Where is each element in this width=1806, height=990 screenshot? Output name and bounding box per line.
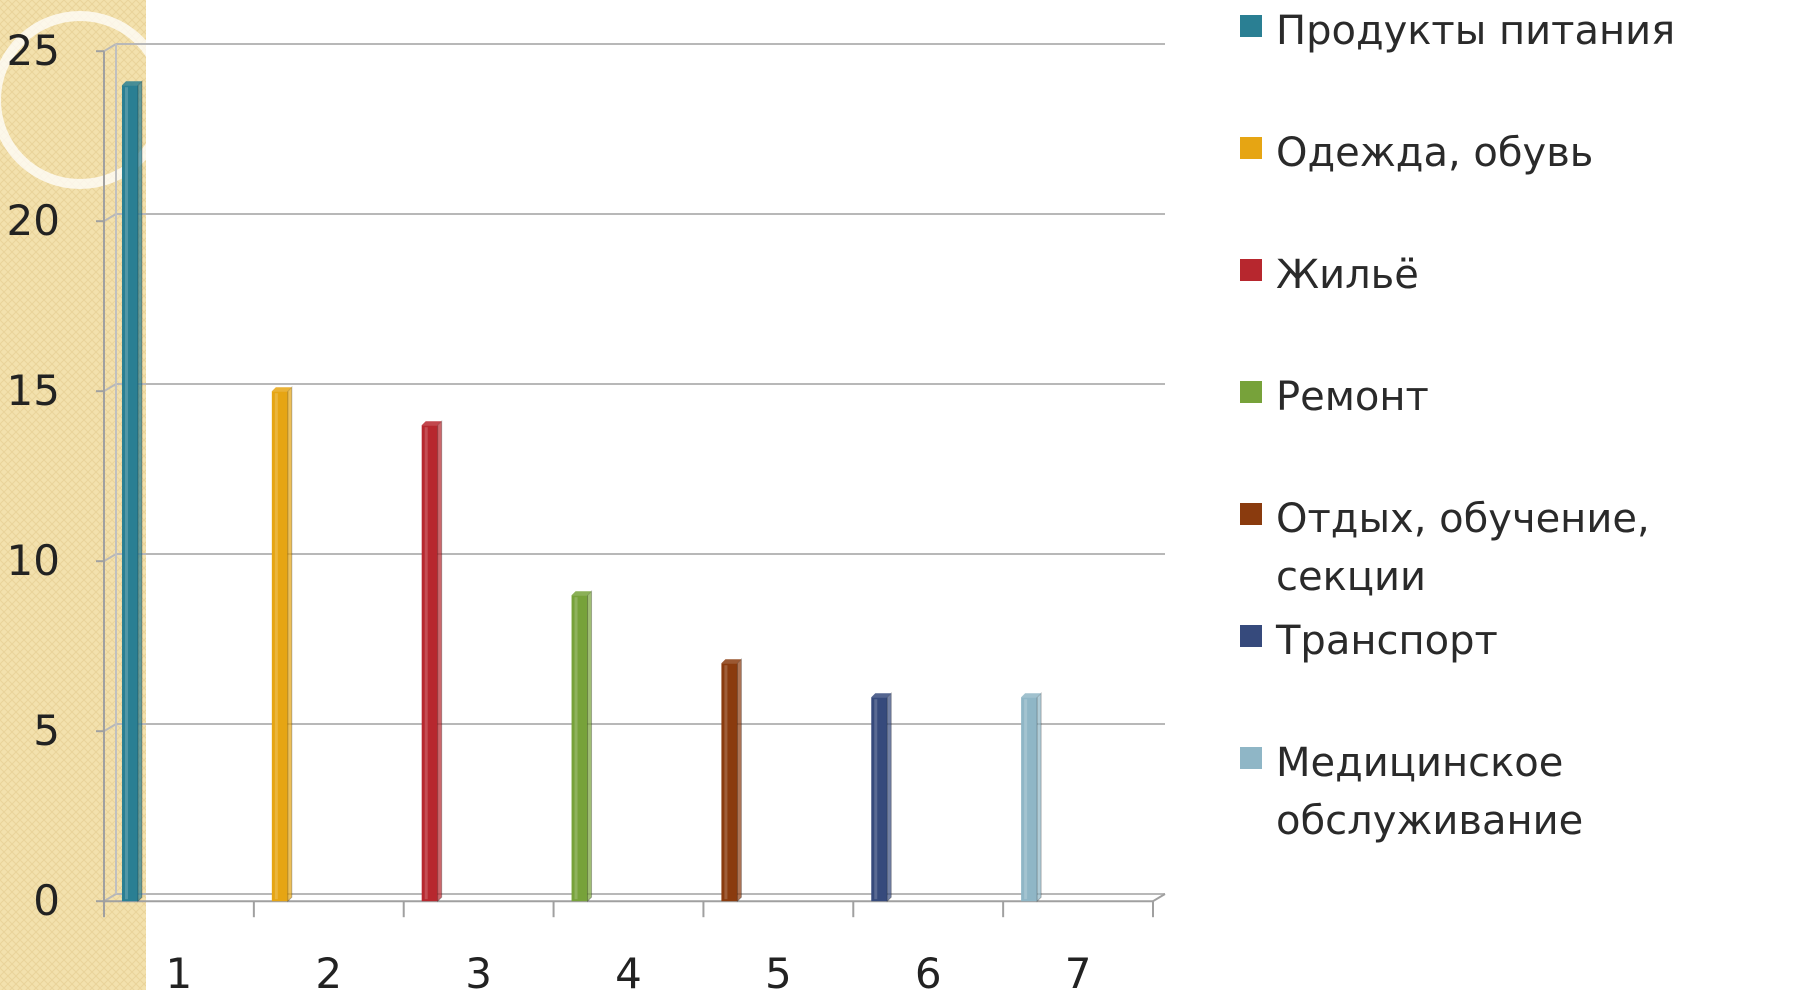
x-tick-label-6: 6 [915,949,942,990]
x-tick-label-4: 4 [615,949,642,990]
legend-item-4: Ремонт [1240,368,1796,426]
x-tick-label-1: 1 [166,949,193,990]
y-tick-label-20: 20 [7,196,60,245]
bar-top-3 [421,421,442,426]
bar-side-3 [437,419,443,903]
legend-swatch-1 [1240,15,1262,37]
bar-front-2 [271,391,288,902]
bar-highlight-1 [124,87,128,900]
legend-item-3: Жильё [1240,246,1796,304]
bar-highlight-7 [1024,699,1028,900]
bar-2 [271,385,293,903]
y-tick-label-5: 5 [33,706,60,755]
axes [96,44,1166,918]
bar-side-4 [587,589,593,903]
gridline-depth-5 [103,723,117,733]
legend-swatch-4 [1240,381,1262,403]
y-tick-labels: 0 5 10 15 20 25 [7,26,60,925]
bar-side-7 [1036,691,1042,903]
bar-4 [571,589,593,903]
legend-label-7: Медицинское обслуживание [1276,740,1584,844]
bar-1 [121,79,143,903]
x-tick-label-3: 3 [465,949,492,990]
legend-item-7: Медицинское обслуживание [1240,734,1796,850]
bar-top-5 [721,659,742,664]
legend-label-5: Отдых, обучение, секции [1276,496,1650,600]
legend-label-4: Ремонт [1276,374,1429,420]
legend-item-5: Отдых, обучение, секции [1240,490,1796,606]
x-axis-depth [1152,893,1166,903]
legend-swatch-5 [1240,503,1262,525]
legend-item-6: Транспорт [1240,612,1796,670]
bar-front-1 [121,85,138,902]
legend-swatch-2 [1240,137,1262,159]
bar-highlight-4 [574,597,578,900]
bar-highlight-6 [874,699,878,900]
bar-side-5 [736,657,742,903]
legend-label-6: Транспорт [1276,618,1498,664]
gridlines [103,43,1165,903]
legend-label-1: Продукты питания [1276,8,1676,54]
bar-highlight-3 [424,427,428,900]
x-tick-label-5: 5 [765,949,792,990]
y-tick-label-25: 25 [7,26,60,75]
bar-front-7 [1021,697,1038,902]
x-tick-label-2: 2 [315,949,342,990]
legend: Продукты питания Одежда, обувь Жильё Ремонт… [1240,0,1800,990]
bar-highlight-2 [274,393,278,900]
bar-top-1 [121,81,142,86]
bar-7 [1021,691,1042,903]
bar-highlight-5 [724,665,728,900]
legend-label-3: Жильё [1276,252,1419,298]
bar-top-4 [571,591,592,596]
y-tick-label-0: 0 [33,876,60,925]
bar-side-2 [287,385,293,903]
bar-side-6 [886,691,892,903]
y-tick-label-15: 15 [7,366,60,415]
x-tick-label-7: 7 [1065,949,1092,990]
decor-ring [0,11,169,189]
legend-swatch-3 [1240,259,1262,281]
bar-front-6 [871,697,888,902]
bar-side-1 [137,79,143,903]
x-tick-labels: 1 2 3 4 5 6 7 [166,949,1092,990]
bar-top-2 [271,387,292,392]
bars [121,79,1042,903]
bar-front-5 [721,663,738,902]
gridline-depth-0 [103,893,117,903]
legend-swatch-7 [1240,747,1262,769]
bar-top-7 [1021,693,1042,698]
bar-front-4 [571,595,588,902]
gridline-depth-10 [103,553,117,563]
bar-front-3 [421,425,438,902]
bar-5 [721,657,742,903]
gridline-depth-25 [103,43,117,53]
bar-top-6 [871,693,892,698]
gridline-depth-15 [103,383,117,393]
legend-swatch-6 [1240,625,1262,647]
legend-item-1: Продукты питания [1240,2,1796,60]
gridline-depth-20 [103,213,117,223]
legend-item-2: Одежда, обувь [1240,124,1796,182]
legend-label-2: Одежда, обувь [1276,130,1594,176]
y-tick-label-10: 10 [7,536,60,585]
bar-3 [421,419,443,903]
bar-6 [871,691,892,903]
